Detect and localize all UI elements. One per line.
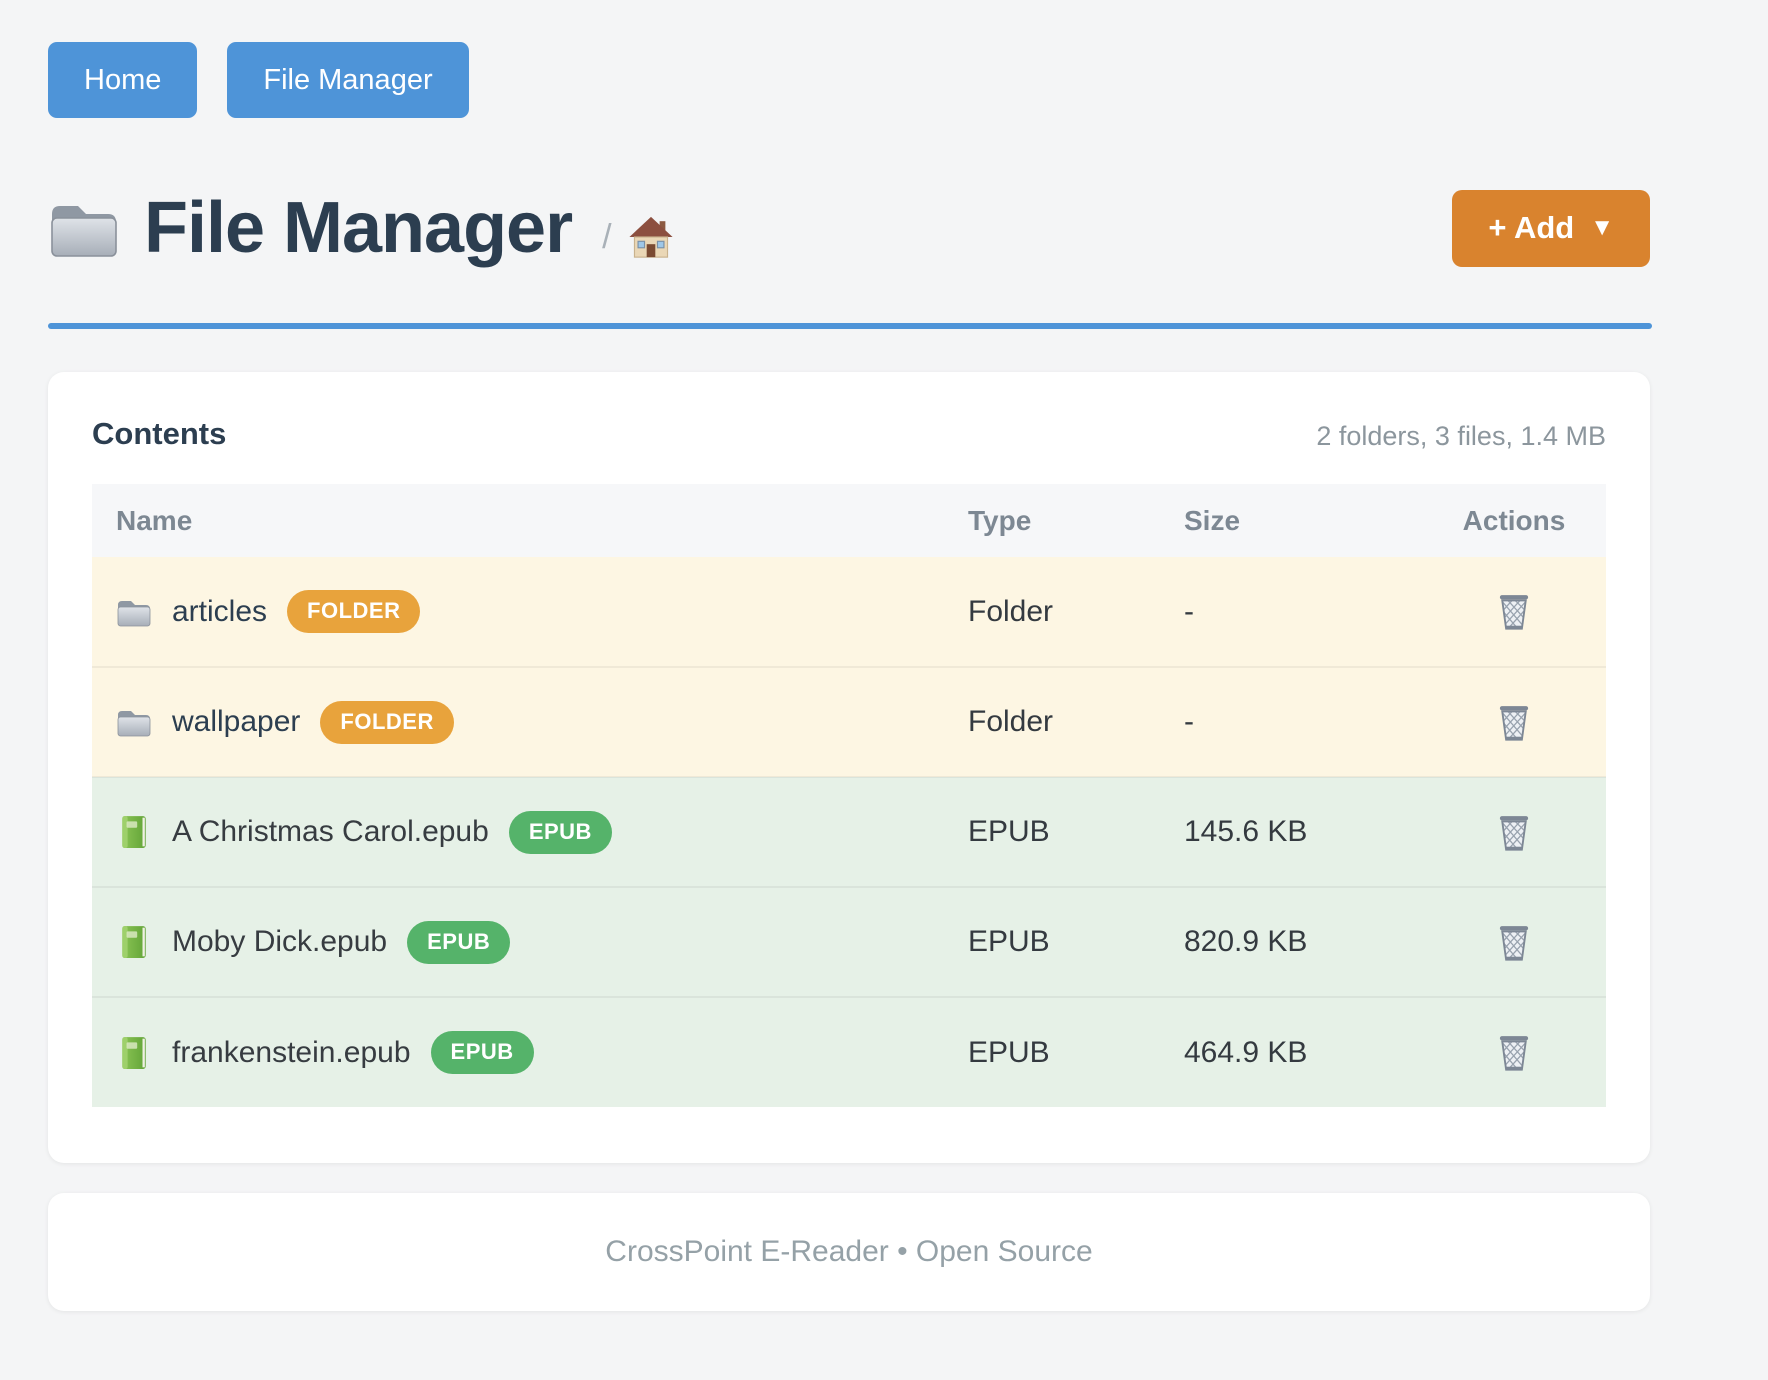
delete-button[interactable]	[1492, 808, 1536, 856]
add-button-label: + Add	[1488, 210, 1575, 245]
green-book-icon	[122, 926, 146, 958]
table-row: frankenstein.epub EPUB EPUB 464.9 KB	[92, 996, 1606, 1107]
folder-icon	[51, 205, 117, 257]
epub-badge: EPUB	[407, 920, 511, 964]
wastebasket-icon	[1496, 591, 1532, 631]
item-size: 145.6 KB	[1170, 776, 1422, 887]
breadcrumb: /	[602, 215, 673, 259]
item-size: 820.9 KB	[1170, 886, 1422, 997]
column-header-name: Name	[92, 484, 952, 557]
delete-button[interactable]	[1492, 918, 1536, 966]
home-button[interactable]: Home	[48, 42, 198, 118]
page-title: File Manager	[144, 188, 573, 268]
table-row: A Christmas Carol.epub EPUB EPUB 145.6 K…	[92, 776, 1606, 887]
folder-badge: FOLDER	[320, 700, 454, 744]
delete-button[interactable]	[1492, 1028, 1536, 1076]
wastebasket-icon	[1496, 812, 1532, 852]
file-manager-button[interactable]: File Manager	[227, 42, 469, 118]
item-name[interactable]: articles	[172, 594, 268, 628]
table-header-row: Name Type Size Actions	[92, 484, 1606, 557]
table-row: Moby Dick.epub EPUB EPUB 820.9 KB	[92, 886, 1606, 997]
card-title: Contents	[92, 416, 227, 451]
green-book-icon	[122, 1036, 146, 1069]
item-name[interactable]: frankenstein.epub	[172, 1035, 411, 1069]
item-type: Folder	[952, 666, 1170, 777]
top-navigation: Home File Manager	[48, 42, 469, 118]
add-button[interactable]: + Add ▼	[1452, 189, 1650, 267]
folder-icon	[117, 600, 151, 626]
chevron-down-icon: ▼	[1590, 214, 1614, 241]
column-header-type: Type	[952, 484, 1170, 557]
contents-summary: 2 folders, 3 files, 1.4 MB	[1316, 421, 1606, 451]
item-type: EPUB	[952, 996, 1170, 1107]
footer-text: CrossPoint E-Reader • Open Source	[605, 1235, 1093, 1268]
delete-button[interactable]	[1492, 698, 1536, 746]
green-book-icon	[122, 816, 146, 848]
epub-badge: EPUB	[430, 1031, 534, 1074]
item-size: 464.9 KB	[1170, 996, 1422, 1107]
column-header-actions: Actions	[1422, 484, 1606, 557]
item-size: -	[1184, 594, 1194, 628]
epub-badge: EPUB	[508, 810, 612, 854]
column-header-size: Size	[1170, 484, 1422, 557]
wastebasket-icon	[1496, 702, 1532, 742]
item-name[interactable]: wallpaper	[172, 705, 301, 738]
item-size: -	[1170, 666, 1422, 777]
folder-icon	[117, 710, 151, 737]
file-table: Name Type Size Actions articles FOLDER F…	[92, 484, 1606, 1107]
folder-badge: FOLDER	[287, 590, 421, 633]
house-icon[interactable]	[628, 215, 674, 259]
wastebasket-icon	[1496, 922, 1532, 962]
table-row: articles FOLDER Folder -	[92, 557, 1606, 667]
item-type: Folder	[968, 594, 1054, 628]
contents-card: Contents 2 folders, 3 files, 1.4 MB Name…	[48, 372, 1650, 1163]
item-type: EPUB	[952, 776, 1170, 887]
title-divider	[48, 323, 1652, 329]
wastebasket-icon	[1496, 1032, 1532, 1072]
item-name[interactable]: Moby Dick.epub	[172, 925, 388, 958]
item-type: EPUB	[952, 886, 1170, 997]
table-row: wallpaper FOLDER Folder -	[92, 666, 1606, 777]
item-name[interactable]: A Christmas Carol.epub	[172, 815, 489, 848]
page-header: File Manager / + Add ▼	[48, 176, 1650, 280]
delete-button[interactable]	[1492, 587, 1536, 635]
breadcrumb-separator: /	[602, 217, 612, 256]
footer-card: CrossPoint E-Reader • Open Source	[48, 1193, 1650, 1311]
